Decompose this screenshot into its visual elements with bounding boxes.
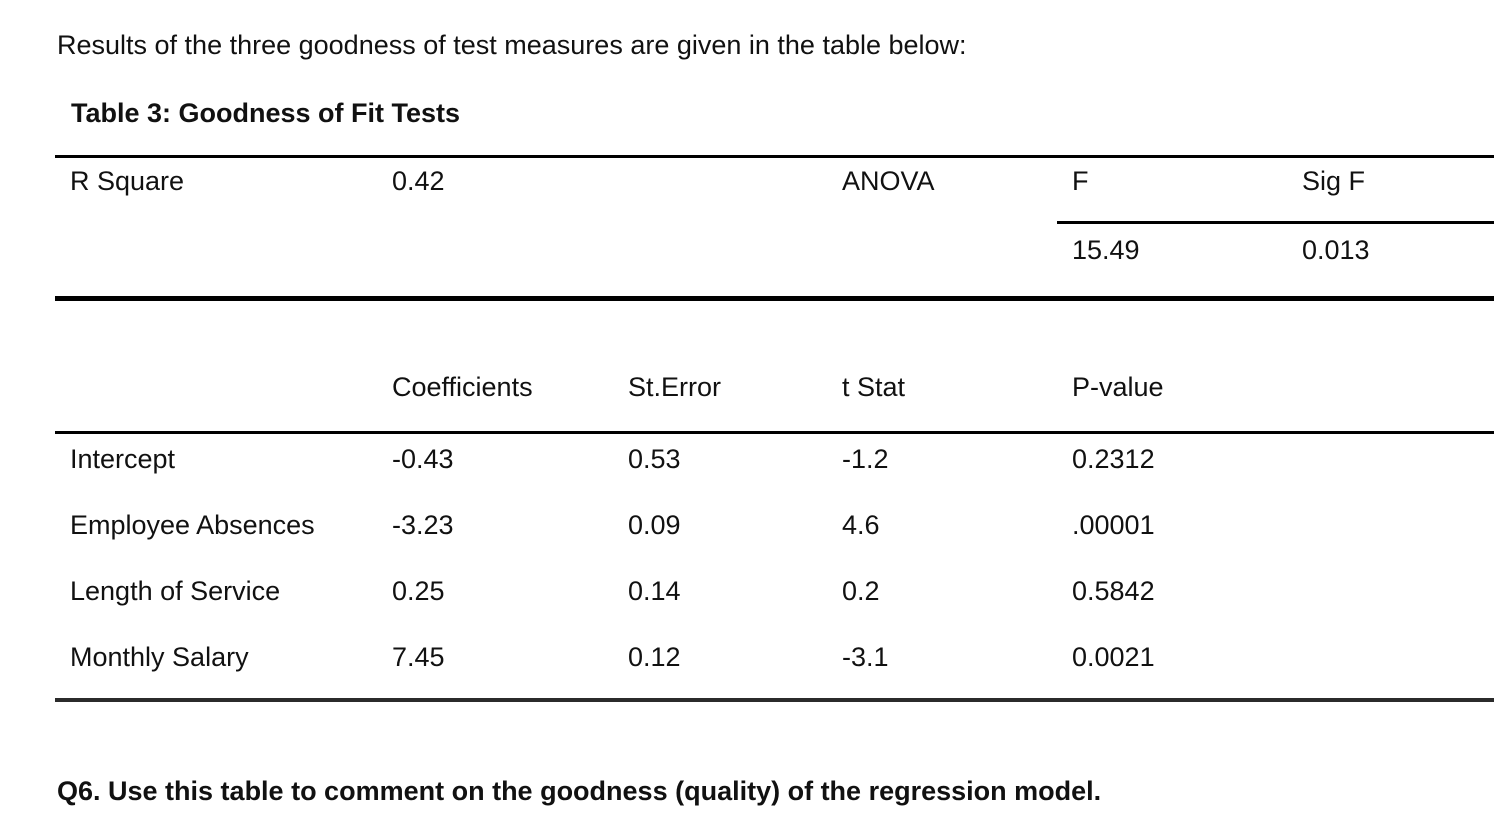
row-empty-cell bbox=[1287, 434, 1494, 500]
coefficient-value: -3.23 bbox=[392, 510, 454, 540]
coefficients-header-row: Coefficients St.Error t Stat P-value bbox=[55, 370, 1494, 431]
st-error-value: 0.53 bbox=[628, 444, 681, 474]
st-error-value: 0.14 bbox=[628, 576, 681, 606]
t-stat-value: 0.2 bbox=[842, 576, 880, 606]
st-error-value: 0.12 bbox=[628, 642, 681, 672]
col-header-coefficients: Coefficients bbox=[392, 372, 533, 402]
sig-f-column-header: Sig F bbox=[1302, 166, 1366, 196]
row-label: Employee Absences bbox=[70, 510, 315, 540]
fit-empty-cell bbox=[613, 158, 827, 221]
anova-label: ANOVA bbox=[842, 166, 935, 196]
sig-f-value: 0.013 bbox=[1287, 221, 1494, 296]
f-column-header: F bbox=[1072, 166, 1089, 196]
question-text: Q6. Use this table to comment on the goo… bbox=[57, 776, 1102, 806]
row-empty-cell bbox=[1287, 566, 1494, 632]
table-row: Length of Service 0.25 0.14 0.2 0.5842 bbox=[55, 566, 1494, 632]
header-empty-cell bbox=[55, 370, 377, 431]
t-stat-value: 4.6 bbox=[842, 510, 880, 540]
p-value: 0.0021 bbox=[1072, 642, 1155, 672]
goodness-of-fit-table: R Square 0.42 ANOVA F Sig F 15.49 0.013 bbox=[55, 155, 1494, 301]
coefficient-value: -0.43 bbox=[392, 444, 454, 474]
coefficients-table: Coefficients St.Error t Stat P-value Int… bbox=[55, 370, 1494, 702]
row-empty-cell bbox=[1287, 500, 1494, 566]
fit-empty-cell bbox=[55, 221, 377, 296]
t-stat-value: -3.1 bbox=[842, 642, 889, 672]
coefficients-table-body: Intercept -0.43 0.53 -1.2 0.2312 Employe… bbox=[55, 431, 1494, 702]
header-empty-cell bbox=[1287, 370, 1494, 431]
fit-header-row: R Square 0.42 ANOVA F Sig F bbox=[55, 158, 1494, 221]
table-row: Monthly Salary 7.45 0.12 -3.1 0.0021 bbox=[55, 632, 1494, 698]
table-title: Table 3: Goodness of Fit Tests bbox=[71, 98, 461, 128]
table-row: Employee Absences -3.23 0.09 4.6 .00001 bbox=[55, 500, 1494, 566]
row-empty-cell bbox=[1287, 632, 1494, 698]
coefficient-value: 7.45 bbox=[392, 642, 445, 672]
col-header-st-error: St.Error bbox=[628, 372, 722, 402]
fit-empty-cell bbox=[827, 221, 1057, 296]
fit-empty-cell bbox=[613, 221, 827, 296]
coefficient-value: 0.25 bbox=[392, 576, 445, 606]
row-label: Intercept bbox=[70, 444, 176, 474]
st-error-value: 0.09 bbox=[628, 510, 681, 540]
fit-values-row: 15.49 0.013 bbox=[55, 221, 1494, 296]
row-label: Monthly Salary bbox=[70, 642, 249, 672]
fit-empty-cell bbox=[377, 221, 613, 296]
document-page: Results of the three goodness of test me… bbox=[0, 28, 1494, 808]
col-header-p-value: P-value bbox=[1072, 372, 1164, 402]
intro-text: Results of the three goodness of test me… bbox=[57, 30, 967, 60]
p-value: 0.2312 bbox=[1072, 444, 1155, 474]
row-label: Length of Service bbox=[70, 576, 281, 606]
r-square-value: 0.42 bbox=[392, 166, 445, 196]
f-value: 15.49 bbox=[1057, 221, 1287, 296]
r-square-label: R Square bbox=[70, 166, 185, 196]
p-value: .00001 bbox=[1072, 510, 1155, 540]
col-header-t-stat: t Stat bbox=[842, 372, 906, 402]
t-stat-value: -1.2 bbox=[842, 444, 889, 474]
p-value: 0.5842 bbox=[1072, 576, 1155, 606]
table-row: Intercept -0.43 0.53 -1.2 0.2312 bbox=[55, 434, 1494, 500]
